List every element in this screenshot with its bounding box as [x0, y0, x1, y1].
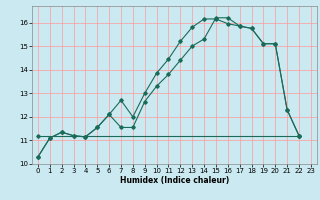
X-axis label: Humidex (Indice chaleur): Humidex (Indice chaleur) [120, 176, 229, 185]
